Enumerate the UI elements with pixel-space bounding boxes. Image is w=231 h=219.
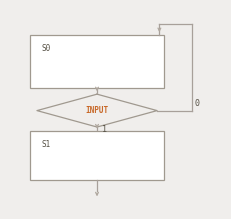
Bar [30,35,164,88]
Text: 1: 1 [102,125,107,134]
Text: INPUT: INPUT [85,106,109,115]
Text: 0: 0 [194,99,199,108]
Text: S0: S0 [42,44,51,53]
Bar [30,131,164,180]
Text: S1: S1 [42,140,51,149]
